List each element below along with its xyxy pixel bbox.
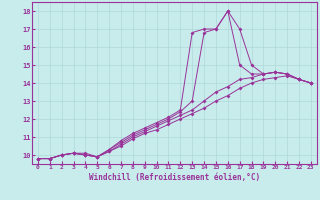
X-axis label: Windchill (Refroidissement éolien,°C): Windchill (Refroidissement éolien,°C) bbox=[89, 173, 260, 182]
